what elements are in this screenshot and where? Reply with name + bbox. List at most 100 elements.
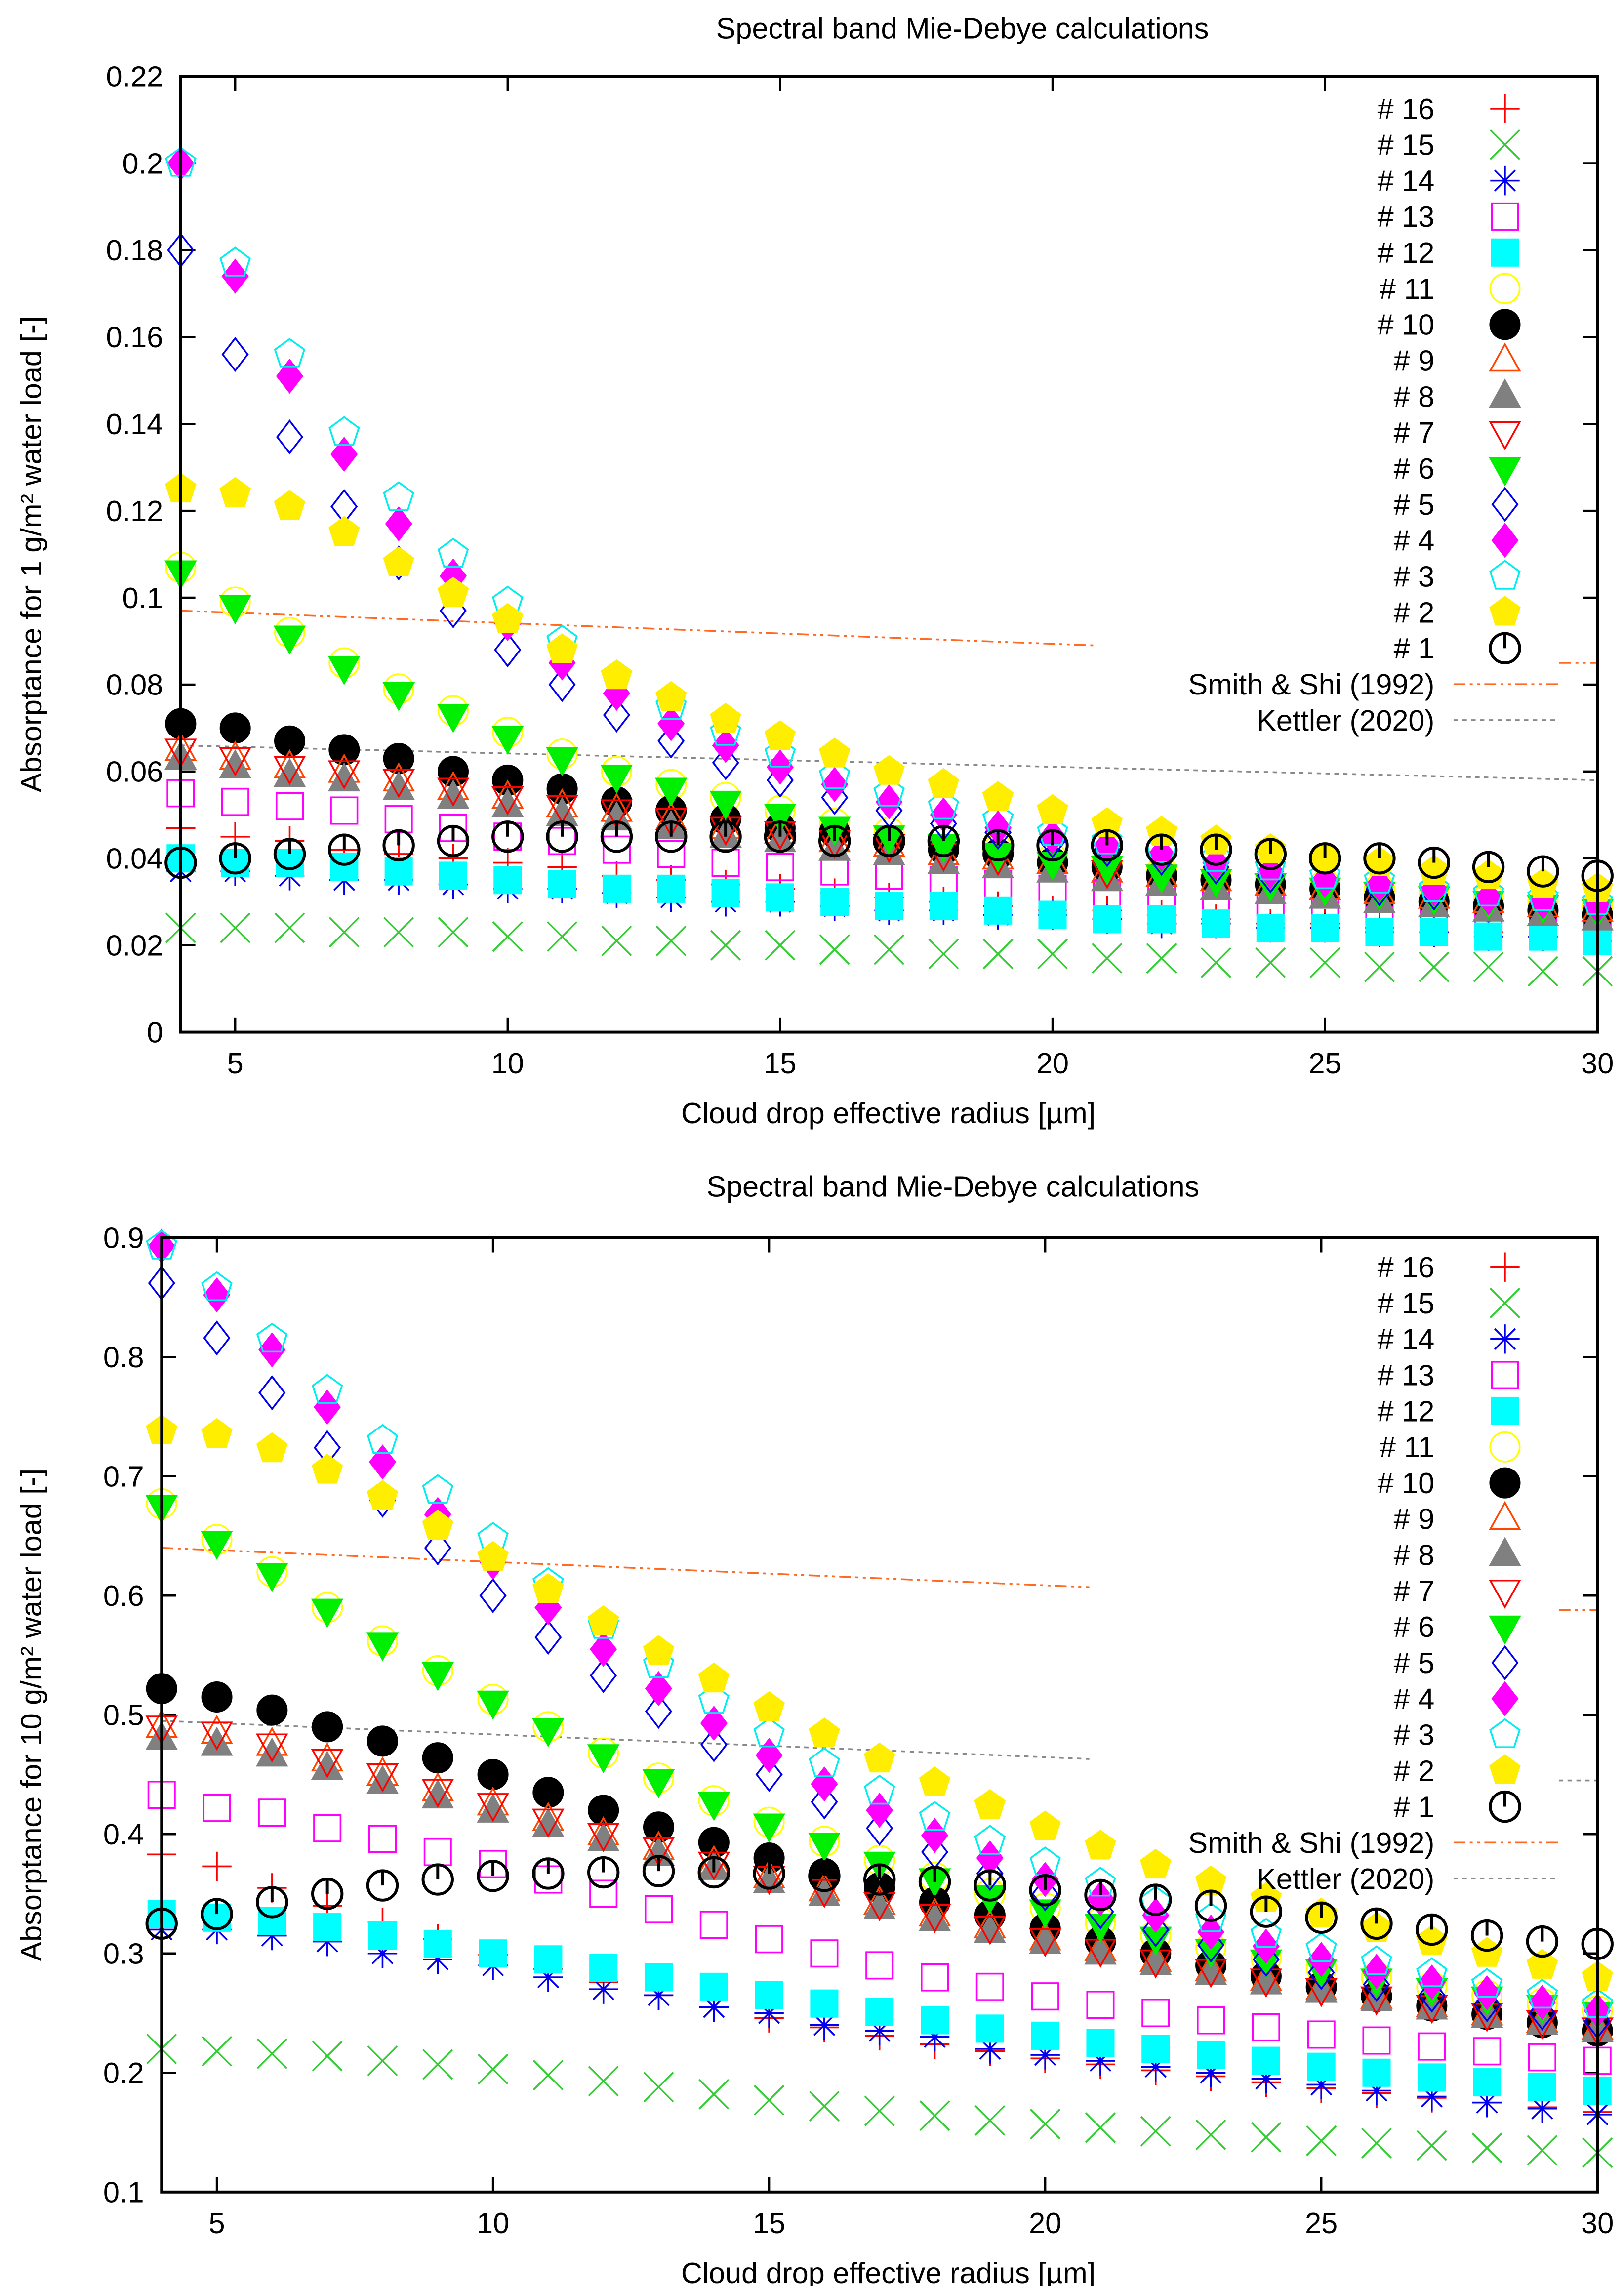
data-point	[422, 1510, 454, 1540]
data-point	[383, 546, 414, 576]
data-point	[589, 1954, 618, 1982]
data-point	[327, 760, 361, 790]
reference-line-smith	[180, 610, 1096, 647]
data-point	[546, 633, 578, 663]
data-point	[421, 1779, 454, 1809]
data-point	[492, 921, 523, 952]
data-point	[1309, 859, 1341, 890]
data-point	[711, 849, 740, 877]
data-point	[818, 759, 851, 789]
data-point	[276, 419, 303, 455]
data-point	[219, 749, 251, 778]
data-point	[221, 787, 249, 816]
data-point	[984, 896, 1013, 925]
data-point	[219, 747, 251, 776]
data-point	[919, 1766, 951, 1796]
data-point	[642, 1769, 675, 1798]
data-point	[974, 1916, 1007, 1945]
y-tick-label: 0.14	[106, 408, 163, 441]
data-point	[1195, 2119, 1226, 2150]
data-point	[697, 1856, 731, 1889]
legend-label: # 16	[1378, 92, 1435, 125]
data-point	[811, 1766, 838, 1802]
data-point	[1419, 951, 1450, 982]
x-tick-label: 20	[1036, 1047, 1069, 1080]
data-point	[1306, 2070, 1336, 2100]
data-point	[532, 2060, 564, 2091]
data-point	[421, 1779, 454, 1808]
data-point	[810, 1989, 839, 2018]
data-point	[819, 934, 850, 965]
data-point	[657, 840, 686, 868]
x-tick-label: 15	[764, 1047, 796, 1080]
chart-title: Spectral band Mie-Debye calculations	[706, 1170, 1199, 1203]
data-point	[1529, 922, 1557, 951]
data-point	[1085, 1866, 1116, 1897]
data-point	[547, 921, 578, 952]
data-point	[384, 805, 413, 834]
data-point	[491, 725, 524, 755]
data-point	[866, 1810, 893, 1846]
data-point	[929, 892, 958, 921]
data-point	[366, 1763, 399, 1793]
data-point	[313, 1913, 342, 1942]
legend-marker	[1489, 309, 1521, 340]
legend-label: # 2	[1394, 1755, 1435, 1788]
data-point	[1202, 909, 1230, 938]
data-point	[587, 1856, 620, 1889]
legend-marker	[1489, 342, 1521, 372]
data-point	[1418, 872, 1450, 902]
legend-label: # 7	[1394, 416, 1435, 449]
data-point	[1527, 956, 1558, 987]
y-tick-label: 0.2	[103, 2056, 144, 2089]
data-point	[710, 930, 741, 961]
data-point	[366, 1725, 398, 1757]
y-tick-label: 0.3	[103, 1937, 144, 1970]
data-point	[219, 477, 251, 507]
y-tick-label: 0.2	[122, 147, 163, 180]
data-point	[974, 1825, 1006, 1855]
data-point	[766, 853, 794, 881]
data-point	[1255, 947, 1286, 978]
data-point	[1194, 1889, 1227, 1922]
data-point	[1361, 1912, 1392, 1942]
legend-label: # 4	[1394, 524, 1435, 557]
legend-marker	[1489, 1288, 1520, 1318]
data-point	[698, 1662, 730, 1693]
data-point	[654, 777, 688, 807]
data-point	[982, 781, 1014, 811]
data-point	[1256, 913, 1285, 942]
legend-label: # 8	[1394, 380, 1435, 413]
data-point	[1029, 1899, 1061, 1929]
data-point	[1416, 1913, 1448, 1946]
data-point	[1085, 2112, 1116, 2143]
data-point	[203, 1794, 231, 1822]
data-point	[532, 1857, 565, 1890]
legend-label: # 6	[1394, 452, 1435, 485]
data-point	[1250, 1965, 1283, 1995]
data-point	[1416, 1957, 1448, 1987]
data-point	[644, 1963, 673, 1992]
data-point	[1251, 2064, 1281, 2094]
data-point	[710, 716, 741, 746]
data-point	[1307, 2052, 1336, 2081]
data-point	[981, 829, 1015, 862]
data-point	[643, 2072, 674, 2103]
data-point	[809, 1747, 840, 1777]
data-point	[273, 756, 306, 785]
data-point	[1306, 2125, 1337, 2156]
data-point	[644, 1980, 674, 2010]
legend-marker	[1491, 1645, 1519, 1680]
data-point	[699, 1992, 729, 2022]
series-1	[145, 1855, 1614, 1960]
data-point	[330, 853, 359, 881]
data-point	[311, 1751, 344, 1780]
data-point	[274, 338, 306, 368]
data-point	[369, 1444, 397, 1480]
legend: # 16# 15# 14# 13# 12# 11# 10# 9# 8# 7# 6…	[1188, 1251, 1559, 1895]
legend-marker	[1489, 1579, 1521, 1609]
legend-marker	[1491, 1361, 1519, 1389]
data-point	[1362, 2058, 1391, 2087]
data-point	[699, 1972, 728, 2001]
data-point	[423, 1929, 452, 1958]
